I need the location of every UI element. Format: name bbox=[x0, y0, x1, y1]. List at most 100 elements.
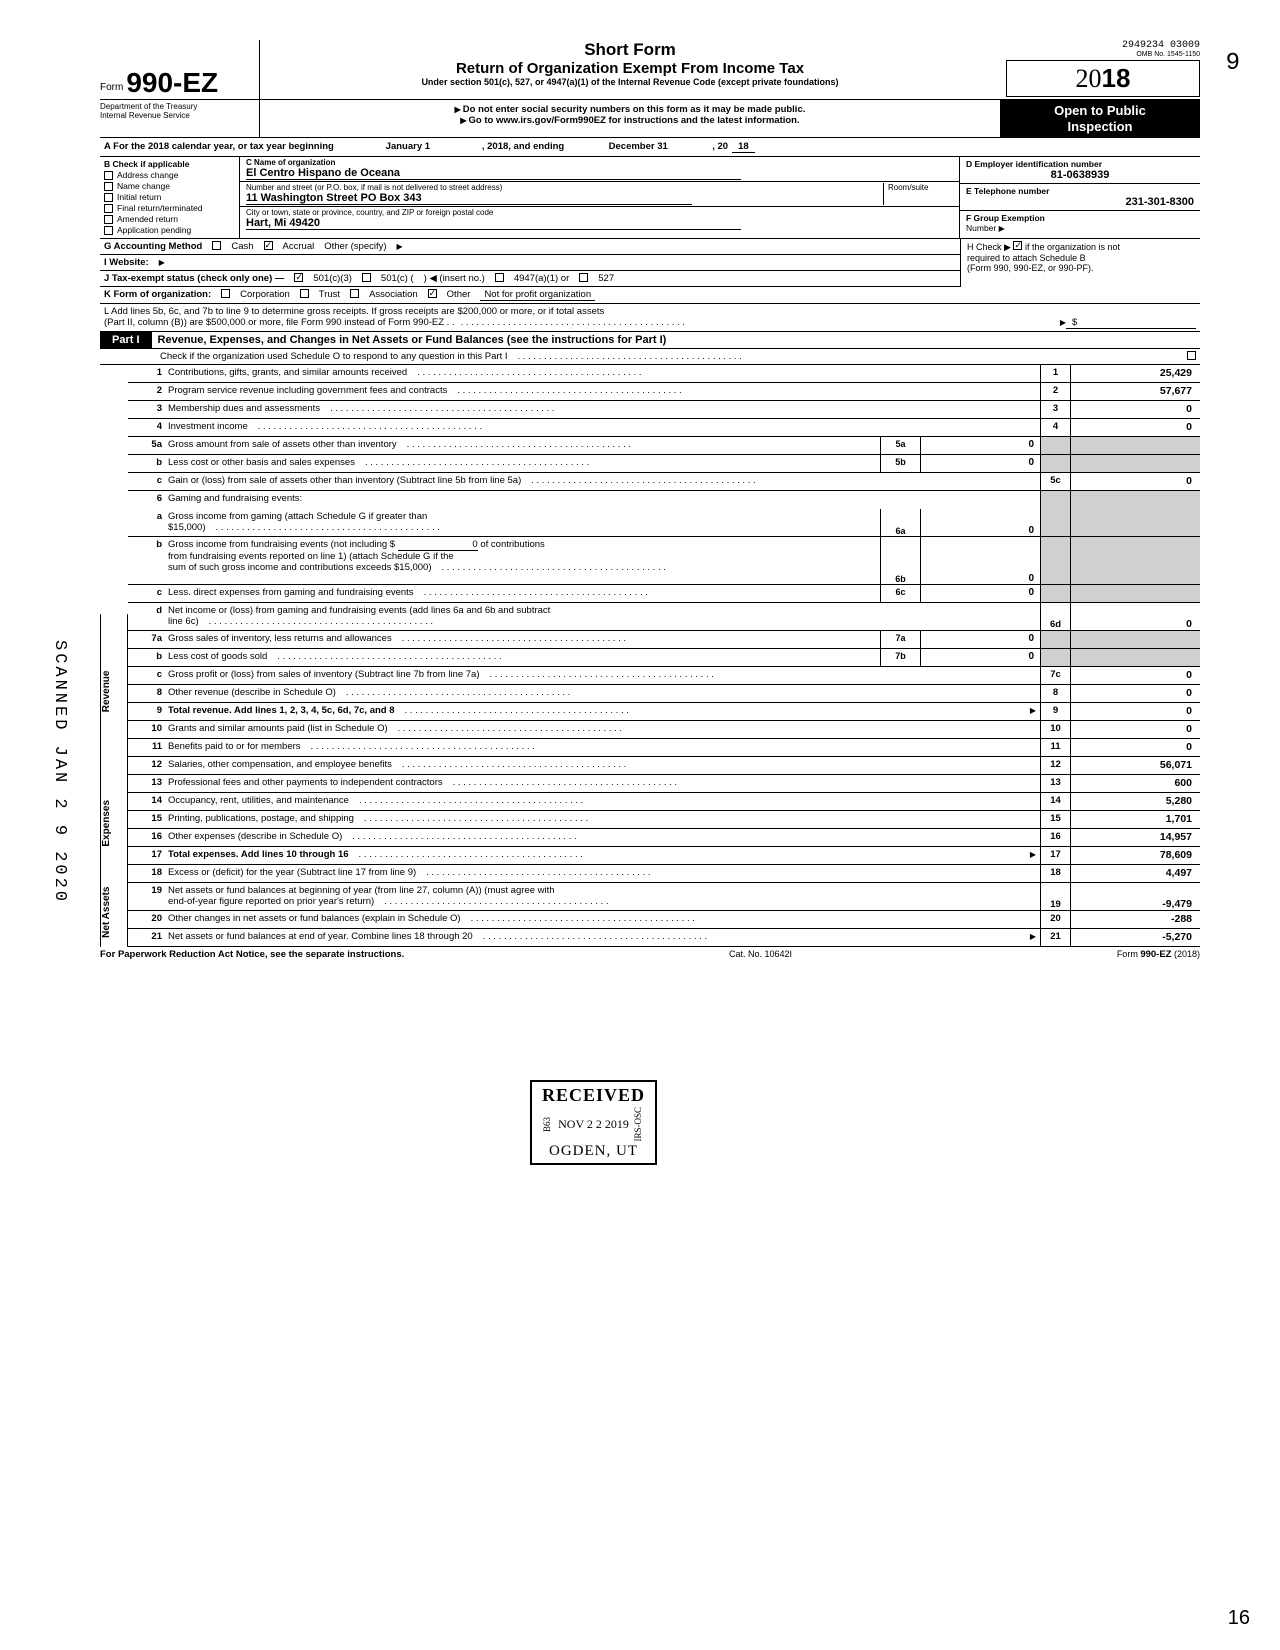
col-c: C Name of organization El Centro Hispano… bbox=[240, 157, 960, 238]
rcv-word: RECEIVED bbox=[542, 1084, 645, 1107]
val-6 bbox=[1070, 491, 1200, 509]
mref-6c: 6c bbox=[880, 585, 920, 602]
subtitle-1: Under section 501(c), 527, or 4947(a)(1)… bbox=[268, 77, 992, 87]
line-a-mid: , 2018, and ending bbox=[482, 141, 564, 152]
desc-5c: Gain or (loss) from sale of assets other… bbox=[168, 475, 525, 486]
b-item-3: Final return/terminated bbox=[117, 203, 203, 213]
row-6: 6 Gaming and fundraising events: bbox=[128, 491, 1200, 509]
ref-8: 8 bbox=[1040, 685, 1070, 702]
chk-address-change[interactable] bbox=[104, 171, 113, 180]
num-6b: b bbox=[128, 537, 168, 584]
j-opt4: 527 bbox=[598, 273, 614, 284]
row-9: 9 Total revenue. Add lines 1, 2, 3, 4, 5… bbox=[128, 703, 1200, 721]
chk-corporation[interactable] bbox=[221, 289, 230, 298]
short-form-title: Short Form bbox=[268, 40, 992, 60]
val-5c: 0 bbox=[1070, 473, 1200, 490]
chk-501c3[interactable] bbox=[294, 273, 303, 282]
val-19: -9,479 bbox=[1070, 883, 1200, 910]
c-addr-cell: Number and street (or P.O. box, if mail … bbox=[240, 182, 959, 207]
chk-trust[interactable] bbox=[300, 289, 309, 298]
ref-2: 2 bbox=[1040, 383, 1070, 400]
chk-final-return[interactable] bbox=[104, 204, 113, 213]
chk-initial-return[interactable] bbox=[104, 193, 113, 202]
num-13: 13 bbox=[128, 775, 168, 792]
ref-6a bbox=[1040, 509, 1070, 536]
num-7a: 7a bbox=[128, 631, 168, 648]
desc-6a2: $15,000) bbox=[168, 522, 210, 533]
desc-7c: Gross profit or (loss) from sales of inv… bbox=[168, 669, 484, 680]
l-dollar: $ bbox=[1066, 317, 1196, 329]
ref-11: 11 bbox=[1040, 739, 1070, 756]
chk-name-change[interactable] bbox=[104, 182, 113, 191]
h-text4: (Form 990, 990-EZ, or 990-PF). bbox=[967, 263, 1094, 273]
i-label: I Website: bbox=[104, 257, 149, 268]
chk-h[interactable] bbox=[1013, 241, 1022, 250]
part1-checkline: Check if the organization used Schedule … bbox=[100, 349, 1200, 365]
form-word: Form bbox=[100, 82, 123, 99]
chk-application-pending[interactable] bbox=[104, 226, 113, 235]
desc-15: Printing, publications, postage, and shi… bbox=[168, 813, 358, 824]
col-b: B Check if applicable Address change Nam… bbox=[100, 157, 240, 238]
num-12: 12 bbox=[128, 757, 168, 774]
desc-17: Total expenses. Add lines 10 through 16 bbox=[168, 849, 349, 860]
line-g: G Accounting Method Cash Accrual Other (… bbox=[100, 239, 960, 255]
chk-accrual[interactable] bbox=[264, 241, 273, 250]
mref-7b: 7b bbox=[880, 649, 920, 666]
chk-amended-return[interactable] bbox=[104, 215, 113, 224]
chk-527[interactable] bbox=[579, 273, 588, 282]
chk-other[interactable] bbox=[428, 289, 437, 298]
chk-association[interactable] bbox=[350, 289, 359, 298]
row-6b: b Gross income from fundraising events (… bbox=[128, 537, 1200, 585]
footer-mid: Cat. No. 10642I bbox=[729, 949, 792, 960]
val-20: -288 bbox=[1070, 911, 1200, 928]
row-4: 4 Investment income 4 0 bbox=[128, 419, 1200, 437]
chk-4947[interactable] bbox=[495, 273, 504, 282]
org-city: Hart, Mi 49420 bbox=[246, 217, 741, 230]
g-other: Other (specify) bbox=[324, 241, 386, 252]
num-7b: b bbox=[128, 649, 168, 666]
b-item-5: Application pending bbox=[117, 225, 191, 235]
row-15: 15 Printing, publications, postage, and … bbox=[128, 811, 1200, 829]
row-6a: a Gross income from gaming (attach Sched… bbox=[128, 509, 1200, 537]
k-other-val: Not for profit organization bbox=[480, 289, 595, 301]
row-6c: c Less. direct expenses from gaming and … bbox=[128, 585, 1200, 603]
footer: For Paperwork Reduction Act Notice, see … bbox=[100, 947, 1200, 960]
row-1: 1 Contributions, gifts, grants, and simi… bbox=[128, 365, 1200, 383]
desc-21: Net assets or fund balances at end of ye… bbox=[168, 931, 477, 942]
desc-6b: Gross income from fundraising events (no… bbox=[168, 539, 395, 550]
chk-schedule-o[interactable] bbox=[1187, 351, 1196, 360]
ref-19: 19 bbox=[1040, 883, 1070, 910]
chk-cash[interactable] bbox=[212, 241, 221, 250]
desc-7a: Gross sales of inventory, less returns a… bbox=[168, 633, 396, 644]
row-13: 13 Professional fees and other payments … bbox=[128, 775, 1200, 793]
dept-irs: Internal Revenue Service bbox=[100, 111, 259, 120]
line-a-begin: January 1 bbox=[338, 141, 478, 152]
mref-5a: 5a bbox=[880, 437, 920, 454]
num-2: 2 bbox=[128, 383, 168, 400]
num-10: 10 bbox=[128, 721, 168, 738]
line-l: L Add lines 5b, 6c, and 7b to line 9 to … bbox=[100, 304, 1200, 331]
k-opt1: Trust bbox=[319, 289, 340, 301]
num-4: 4 bbox=[128, 419, 168, 436]
bcdef-block: B Check if applicable Address change Nam… bbox=[100, 157, 1200, 238]
row-21: 21 Net assets or fund balances at end of… bbox=[128, 929, 1200, 947]
open-l2: Inspection bbox=[1002, 119, 1198, 135]
ref-5b bbox=[1040, 455, 1070, 472]
val-15: 1,701 bbox=[1070, 811, 1200, 828]
c-city-cell: City or town, state or province, country… bbox=[240, 207, 959, 231]
ref-7a bbox=[1040, 631, 1070, 648]
k-opt2: Association bbox=[369, 289, 418, 301]
num-6: 6 bbox=[128, 491, 168, 509]
g-cash: Cash bbox=[231, 241, 253, 252]
val-18: 4,497 bbox=[1070, 865, 1200, 882]
mval-5b: 0 bbox=[920, 455, 1040, 472]
num-9: 9 bbox=[128, 703, 168, 720]
chk-501c[interactable] bbox=[362, 273, 371, 282]
num-17: 17 bbox=[128, 847, 168, 864]
ref-6d: 6d bbox=[1040, 603, 1070, 630]
rcv-date: NOV 2 2 2019 bbox=[558, 1117, 629, 1133]
mref-5b: 5b bbox=[880, 455, 920, 472]
form-header: Form 990-EZ Short Form Return of Organiz… bbox=[100, 40, 1200, 100]
row-5c: c Gain or (loss) from sale of assets oth… bbox=[128, 473, 1200, 491]
row-7c: c Gross profit or (loss) from sales of i… bbox=[128, 667, 1200, 685]
